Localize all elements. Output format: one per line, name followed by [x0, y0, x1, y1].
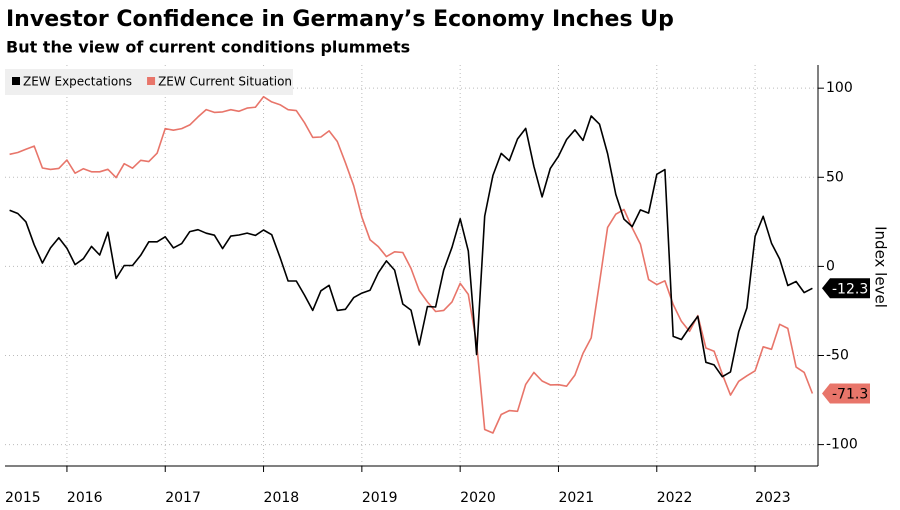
x-tick-label: 2022 [657, 490, 693, 506]
legend: ZEW Expectations ZEW Current Situation [5, 69, 293, 95]
chart-title: Investor Confidence in Germany’s Economy… [6, 7, 674, 32]
x-tick-label: 2021 [558, 490, 594, 506]
chart-subtitle: But the view of current conditions plumm… [6, 38, 410, 57]
end-label: -71.3 [832, 386, 868, 402]
y-tick-label: -100 [826, 437, 858, 453]
legend-label: ZEW Current Situation [158, 75, 292, 89]
y-tick-label: 100 [826, 80, 853, 96]
legend-label: ZEW Expectations [23, 75, 132, 89]
end-label: -12.3 [832, 281, 868, 297]
x-tick-label: 2023 [755, 490, 791, 506]
x-tick-label: 2018 [264, 490, 300, 506]
x-tick-label: 2019 [362, 490, 398, 506]
x-tick-label: 2017 [165, 490, 201, 506]
series-line [9, 95, 814, 434]
y-tick-label: 0 [826, 258, 835, 274]
end-label-box [822, 383, 870, 404]
x-tick-label: 2016 [67, 490, 103, 506]
series-line [9, 115, 813, 378]
y-tick-label: -50 [826, 348, 849, 364]
x-tick-label: 2020 [460, 490, 496, 506]
end-label-box [822, 278, 870, 299]
x-tick-label: 2015 [5, 490, 41, 506]
y-axis-label: Index level [872, 226, 890, 308]
y-tick-label: 50 [826, 169, 844, 185]
legend-swatch [147, 77, 156, 85]
legend-swatch [12, 77, 20, 85]
